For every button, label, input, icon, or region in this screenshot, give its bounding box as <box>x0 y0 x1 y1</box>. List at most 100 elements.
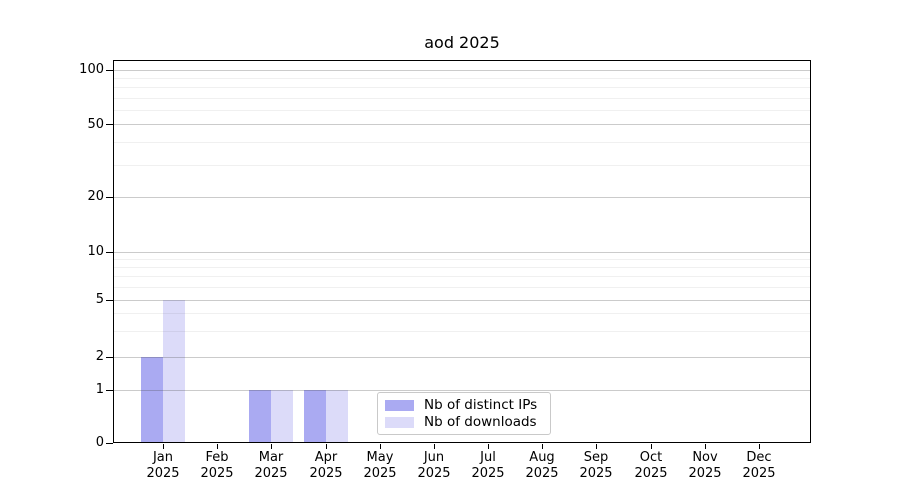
y-tick-mark <box>106 69 113 71</box>
y-tick-label: 1 <box>95 382 104 397</box>
x-tick-label-dec: Dec 2025 <box>729 450 789 482</box>
legend-label-distinct-ips: Nb of distinct IPs <box>424 397 538 413</box>
x-tick-year: 2025 <box>579 466 613 481</box>
x-tick-year: 2025 <box>471 466 505 481</box>
x-tick-year: 2025 <box>146 466 180 481</box>
x-tick-year: 2025 <box>309 466 343 481</box>
x-tick-year: 2025 <box>417 466 451 481</box>
x-tick-month: May <box>366 450 394 465</box>
y-tick-mark <box>106 356 113 358</box>
y-tick-label: 5 <box>95 292 104 307</box>
legend-swatch-distinct-ips <box>385 399 414 411</box>
x-tick-month: Mar <box>258 450 284 465</box>
y-tick-mark <box>106 196 113 198</box>
x-tick-year: 2025 <box>525 466 559 481</box>
x-tick-mark <box>651 444 652 449</box>
y-minor-gridline <box>114 109 810 111</box>
x-tick-mark <box>163 444 164 449</box>
legend: Nb of distinct IPs Nb of downloads <box>377 392 551 435</box>
x-tick-month: Nov <box>692 450 718 465</box>
x-tick-year: 2025 <box>688 466 722 481</box>
y-tick-label: 20 <box>87 189 104 205</box>
x-tick-mark <box>759 444 760 449</box>
y-minor-gridline <box>114 276 810 278</box>
x-tick-label-aug: Aug 2025 <box>512 450 572 482</box>
legend-swatch-downloads <box>385 416 414 428</box>
y-major-gridline <box>114 124 810 126</box>
x-tick-year: 2025 <box>634 466 668 481</box>
y-tick-label: 10 <box>87 244 104 259</box>
x-tick-mark <box>705 444 706 449</box>
y-major-gridline <box>114 196 810 198</box>
y-major-gridline <box>114 356 810 358</box>
y-minor-gridline <box>114 141 810 143</box>
legend-item-distinct-ips: Nb of distinct IPs <box>385 397 542 413</box>
y-minor-gridline <box>114 164 810 166</box>
x-tick-label-nov: Nov 2025 <box>675 450 735 482</box>
bar-distinct-ips-mar <box>249 390 271 442</box>
y-tick-mark <box>106 299 113 301</box>
x-tick-month: Jan <box>152 450 174 465</box>
y-major-gridline <box>114 251 810 253</box>
x-tick-mark <box>217 444 218 449</box>
y-tick-label: 2 <box>95 349 104 364</box>
y-tick-mark <box>106 442 113 444</box>
y-minor-gridline <box>114 266 810 268</box>
bar-downloads-apr <box>326 390 348 442</box>
x-tick-label-may: May 2025 <box>350 450 410 482</box>
legend-item-downloads: Nb of downloads <box>385 414 542 430</box>
y-minor-gridline <box>114 313 810 315</box>
x-tick-label-sep: Sep 2025 <box>566 450 626 482</box>
chart-title: aod 2025 <box>424 33 500 52</box>
x-tick-year: 2025 <box>363 466 397 481</box>
x-tick-month: Aug <box>529 450 555 465</box>
x-tick-month: Jul <box>480 450 496 465</box>
bar-downloads-jan <box>163 300 185 442</box>
y-minor-gridline <box>114 331 810 333</box>
x-tick-label-apr: Apr 2025 <box>296 450 356 482</box>
y-tick-mark <box>106 251 113 253</box>
x-tick-month: Apr <box>314 450 338 465</box>
y-minor-gridline <box>114 286 810 288</box>
y-minor-gridline <box>114 258 810 260</box>
x-tick-month: Jun <box>423 450 445 465</box>
x-tick-month: Oct <box>639 450 663 465</box>
y-minor-gridline <box>114 87 810 89</box>
x-tick-mark <box>488 444 489 449</box>
x-tick-mark <box>596 444 597 449</box>
y-major-gridline <box>114 69 810 71</box>
y-minor-gridline <box>114 97 810 99</box>
x-tick-label-feb: Feb 2025 <box>187 450 247 482</box>
bar-distinct-ips-apr <box>304 390 326 442</box>
x-tick-mark <box>271 444 272 449</box>
x-tick-month: Dec <box>746 450 772 465</box>
x-tick-label-oct: Oct 2025 <box>621 450 681 482</box>
y-minor-gridline <box>114 77 810 79</box>
y-tick-label: 50 <box>87 116 104 132</box>
x-tick-year: 2025 <box>254 466 288 481</box>
bar-downloads-mar <box>271 390 293 442</box>
y-tick-mark <box>106 124 113 126</box>
y-tick-mark <box>106 389 113 391</box>
y-tick-label: 100 <box>79 62 104 77</box>
x-tick-mark <box>434 444 435 449</box>
y-major-gridline <box>114 299 810 301</box>
x-tick-label-jul: Jul 2025 <box>458 450 518 482</box>
x-tick-label-jan: Jan 2025 <box>133 450 193 482</box>
x-tick-year: 2025 <box>200 466 234 481</box>
x-tick-mark <box>326 444 327 449</box>
x-tick-month: Sep <box>583 450 609 465</box>
x-tick-mark <box>380 444 381 449</box>
legend-label-downloads: Nb of downloads <box>424 414 537 430</box>
bar-distinct-ips-jan <box>141 357 163 442</box>
y-major-gridline <box>114 389 810 391</box>
x-tick-label-mar: Mar 2025 <box>241 450 301 482</box>
x-tick-year: 2025 <box>742 466 776 481</box>
x-tick-month: Feb <box>205 450 229 465</box>
x-tick-label-jun: Jun 2025 <box>404 450 464 482</box>
y-tick-label: 0 <box>95 435 104 450</box>
